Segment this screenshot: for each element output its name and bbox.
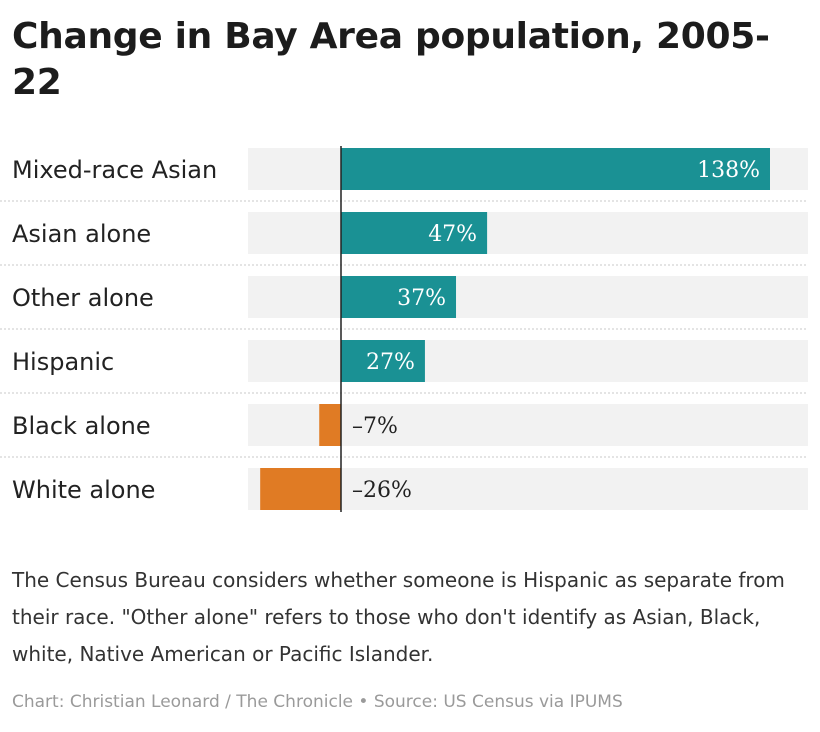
value-label: 47% [428,222,477,247]
bar [341,212,488,254]
value-label: –26% [352,478,412,503]
value-label: –7% [352,414,398,439]
bar-chart: Mixed-race Asian 138% Asian alone 47% Other … [0,146,808,512]
category-label: Black alone [12,412,151,440]
bar-track [248,212,808,254]
category-label: Mixed-race Asian [12,156,217,184]
category-label: Hispanic [12,348,114,376]
chart-credit: Chart: Christian Leonard / The Chronicle… [12,692,623,712]
value-label: 37% [397,286,446,311]
bar-track [248,276,808,318]
bar [341,148,770,190]
category-label: Asian alone [12,220,151,248]
bar [341,276,457,318]
chart-title: Change in Bay Area population, 2005-22 [12,16,770,103]
value-label: 138% [697,158,760,183]
chart-note: The Census Bureau considers whether some… [12,568,785,666]
category-label: Other alone [12,284,154,312]
value-label: 27% [366,350,415,375]
bar [319,404,341,446]
bar [341,340,425,382]
bar-track [248,340,808,382]
category-label: White alone [12,476,155,504]
bar [260,468,341,510]
